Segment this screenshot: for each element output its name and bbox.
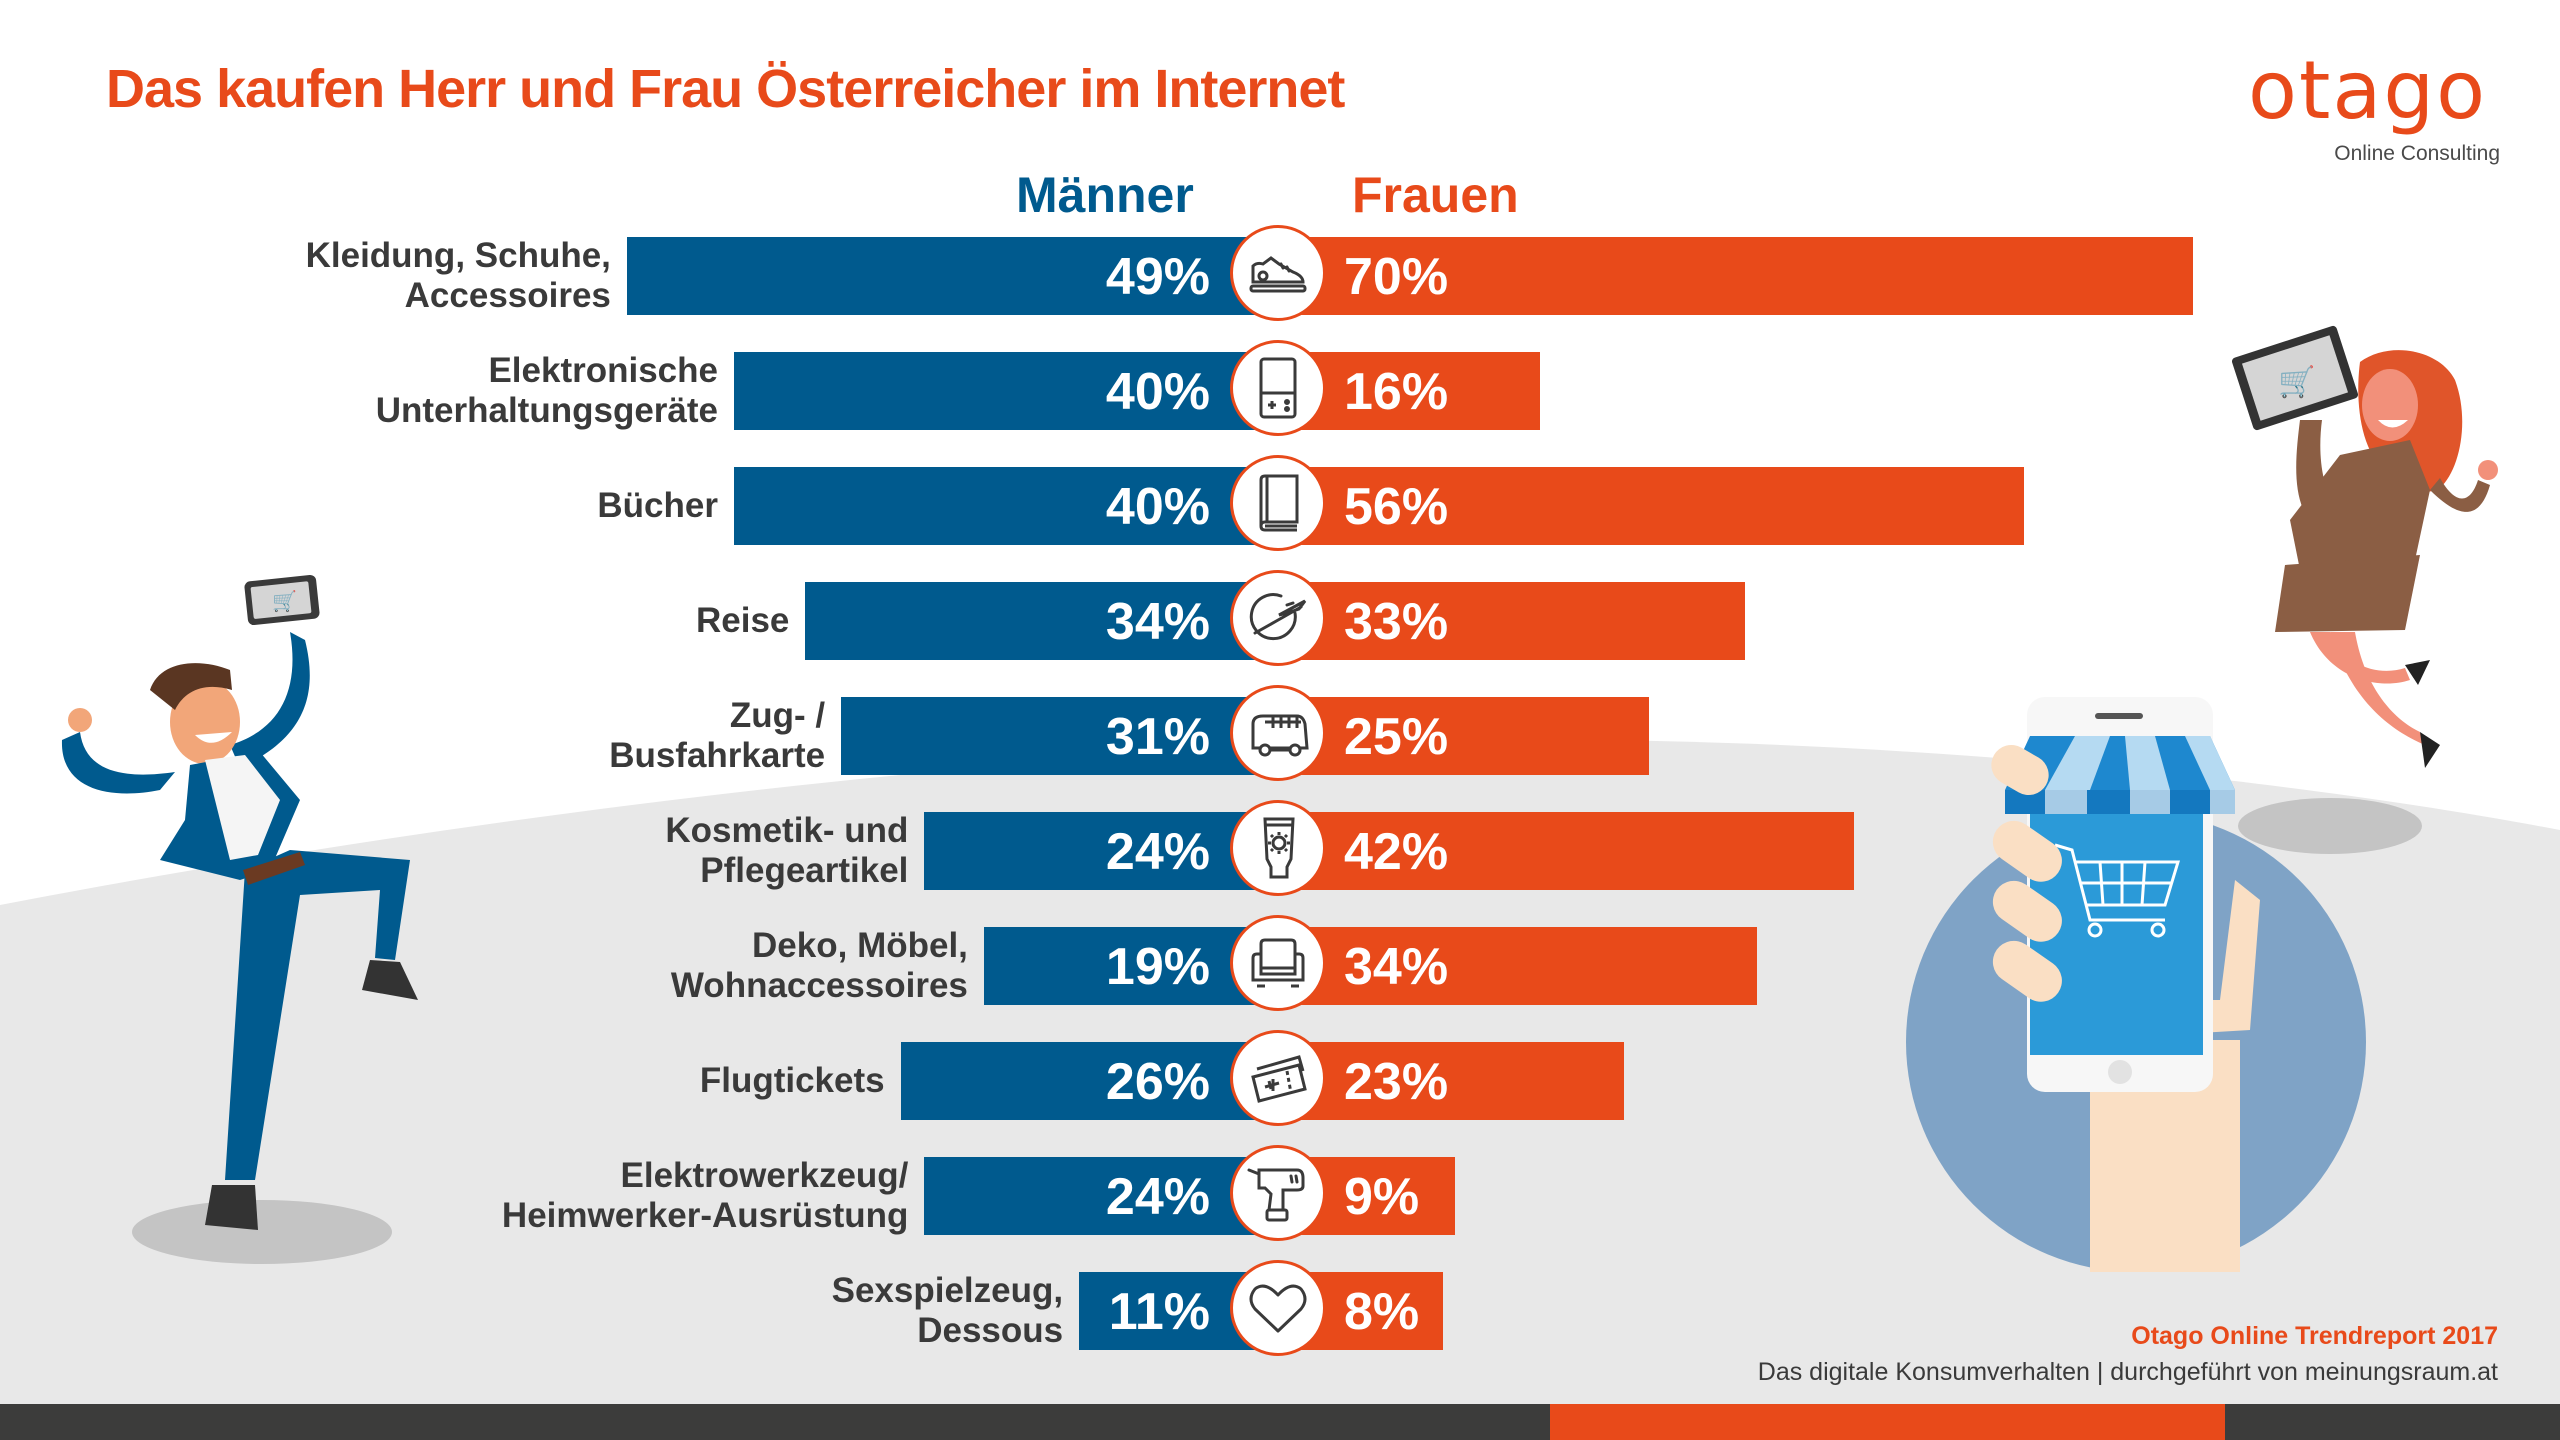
- value-label-men: 40%: [1105, 478, 1210, 536]
- value-label-men: 31%: [1105, 708, 1210, 766]
- category-label-line: Kosmetik- und: [665, 811, 909, 850]
- category-label: Bücher: [597, 467, 718, 545]
- value-label-men: 26%: [1105, 1053, 1210, 1111]
- chart-row: 26% 23% Flugtickets: [0, 1030, 2560, 1126]
- category-label: Kosmetik- und Pflegeartikel: [665, 811, 909, 890]
- bar-men: [626, 237, 1280, 315]
- category-label-line: Kleidung, Schuhe,: [305, 236, 611, 275]
- bar-women: [1280, 582, 1746, 660]
- chart-row: 19% 34% Deko, Möbel, Wohnaccessoires: [0, 915, 2560, 1011]
- globe-plane-icon: [1230, 570, 1326, 666]
- heart-icon: [1230, 1260, 1326, 1356]
- chart-row: 11% 8% Sexspielzeug, Dessous: [0, 1260, 2560, 1356]
- value-label-women: 56%: [1344, 478, 1449, 536]
- chart-row: 40% 56% Bücher: [0, 455, 2560, 551]
- chart-row: 40% 16% Elektronische Unterhaltungsgeräte: [0, 340, 2560, 436]
- bar-women: [1280, 467, 2024, 545]
- category-label-line: Deko, Möbel,: [752, 926, 968, 965]
- value-label-women: 23%: [1344, 1053, 1449, 1111]
- value-label-women: 34%: [1344, 938, 1449, 996]
- woman-shadow: [2238, 798, 2422, 854]
- category-label: Elektronische Unterhaltungsgeräte: [375, 351, 718, 430]
- bar-women: [1280, 1042, 1625, 1120]
- sunscreen-tube-icon: [1230, 800, 1326, 896]
- book-icon: [1230, 455, 1326, 551]
- value-label-men: 49%: [1105, 248, 1210, 306]
- footer-subtitle: Das digitale Konsumverhalten | durchgefü…: [1757, 1358, 2498, 1386]
- bar-men: [734, 467, 1280, 545]
- value-label-women: 8%: [1344, 1283, 1420, 1341]
- footer-bar-accent: [1550, 1404, 2225, 1440]
- category-label-line: Wohnaccessoires: [670, 966, 968, 1005]
- bar-men: [924, 1157, 1280, 1235]
- chart-row: 49% 70% Kleidung, Schuhe, Accessoires: [0, 225, 2560, 321]
- category-label: Flugtickets: [700, 1042, 885, 1120]
- category-label-line: Dessous: [917, 1311, 1064, 1350]
- flight-ticket-icon: [1230, 1030, 1326, 1126]
- category-label: Elektrowerkzeug/Heimwerker-Ausrüstung: [501, 1156, 909, 1235]
- value-label-men: 24%: [1105, 1168, 1210, 1226]
- category-label-line: Elektronische: [488, 351, 718, 390]
- category-label-line: Reise: [696, 601, 790, 640]
- businesswoman-illustration: 🛒: [2231, 325, 2498, 854]
- category-label: Deko, Möbel, Wohnaccessoires: [670, 926, 968, 1005]
- bar-men: [924, 812, 1280, 890]
- category-label-line: Accessoires: [404, 276, 611, 315]
- bar-men: [900, 1042, 1280, 1120]
- chart-row: 24% 9% Elektrowerkzeug/Heimwerker-Ausrüstu…: [0, 1145, 2560, 1241]
- sneaker-icon: [1230, 225, 1326, 321]
- value-label-women: 25%: [1344, 708, 1449, 766]
- armchair-icon: [1230, 915, 1326, 1011]
- chart-row: 31% 25% Zug- / Busfahrkarte: [0, 685, 2560, 781]
- value-label-men: 24%: [1105, 823, 1210, 881]
- legend-women: Frauen: [1352, 167, 1519, 223]
- category-label-line: Sexspielzeug,: [831, 1271, 1064, 1310]
- value-label-men: 19%: [1105, 938, 1210, 996]
- category-label-line: Heimwerker-Ausrüstung: [501, 1196, 909, 1235]
- value-label-women: 70%: [1344, 248, 1449, 306]
- value-label-women: 16%: [1344, 363, 1449, 421]
- category-label: Reise: [696, 582, 789, 660]
- bar-women: [1280, 697, 1649, 775]
- chart-row: 34% 33% Reise: [0, 570, 2560, 666]
- value-label-women: 9%: [1344, 1168, 1420, 1226]
- bar-women: [1280, 927, 1758, 1005]
- category-label-line: Elektrowerkzeug/: [620, 1156, 909, 1195]
- man-shadow: [132, 1200, 392, 1264]
- footer-title: Otago Online Trendreport 2017: [2131, 1322, 2498, 1350]
- bar-men: [734, 352, 1280, 430]
- bar-men: [805, 582, 1280, 660]
- svg-text:🛒: 🛒: [2278, 364, 2315, 400]
- power-drill-icon: [1230, 1145, 1326, 1241]
- chart-row: 24% 42% Kosmetik- und Pflegeartikel: [0, 800, 2560, 896]
- category-label: Kleidung, Schuhe, Accessoires: [305, 236, 611, 315]
- category-label-line: Unterhaltungsgeräte: [375, 391, 718, 430]
- category-label-line: Bücher: [597, 486, 718, 525]
- value-label-women: 42%: [1344, 823, 1449, 881]
- logo-tagline: Online Consulting: [2334, 142, 2500, 165]
- value-label-women: 33%: [1344, 593, 1449, 651]
- value-label-men: 34%: [1105, 593, 1210, 651]
- hand-phone-illustration: [1906, 697, 2366, 1272]
- bar-women: [1280, 812, 1855, 890]
- value-label-men: 40%: [1105, 363, 1210, 421]
- bar-men: [841, 697, 1280, 775]
- category-label: Zug- / Busfahrkarte: [609, 696, 826, 775]
- page-title: Das kaufen Herr und Frau Österreicher im…: [106, 59, 1345, 119]
- category-label-line: Zug- /: [729, 696, 826, 735]
- bus-icon: [1230, 685, 1326, 781]
- category-label: Sexspielzeug, Dessous: [831, 1271, 1064, 1350]
- svg-text:🛒: 🛒: [272, 589, 297, 613]
- category-label-line: Busfahrkarte: [609, 736, 826, 775]
- category-label-line: Flugtickets: [699, 1061, 885, 1100]
- category-label-line: Pflegeartikel: [700, 851, 909, 890]
- businessman-illustration: 🛒: [61, 574, 418, 1264]
- handheld-console-icon: [1230, 340, 1326, 436]
- legend-men: Männer: [1016, 167, 1194, 223]
- value-label-men: 11%: [1108, 1283, 1210, 1341]
- otago-logo: otago: [2248, 44, 2488, 137]
- bar-women: [1280, 237, 2193, 315]
